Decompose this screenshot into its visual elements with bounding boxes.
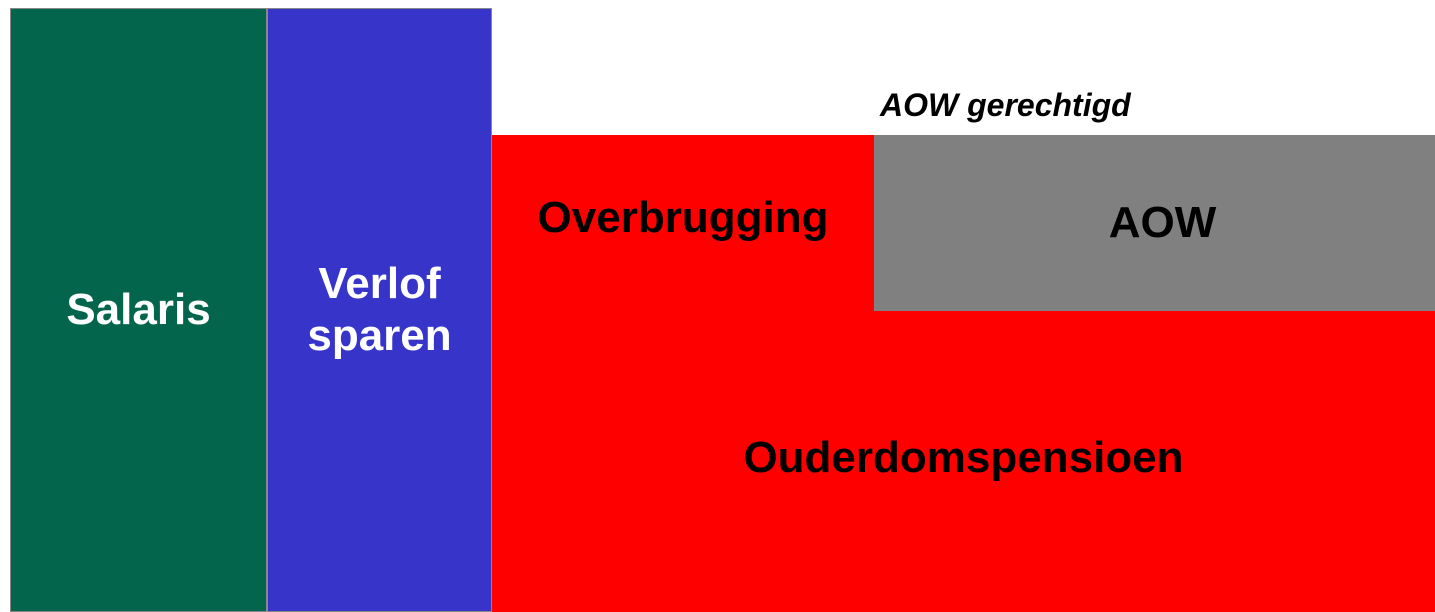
- verlof-block: Verlof sparen: [267, 8, 492, 612]
- overbrugging-label: Overbrugging: [537, 193, 829, 242]
- salaris-block: Salaris: [10, 8, 267, 612]
- salaris-label: Salaris: [66, 285, 211, 334]
- ouderdomspensioen-label: Ouderdomspensioen: [743, 432, 1184, 482]
- verlof-label: Verlof: [318, 259, 441, 308]
- verlof-label: sparen: [307, 311, 452, 360]
- aow-gerechtigd-text: AOW gerechtigd: [880, 86, 1131, 123]
- aow-gerechtigd-label: AOW gerechtigd: [492, 80, 1435, 130]
- ouderdomspensioen-block: Ouderdomspensioen: [492, 311, 1435, 612]
- aow-label: AOW: [1108, 198, 1217, 247]
- aow-block: AOW: [874, 135, 1435, 311]
- overbrugging-block: Overbrugging: [492, 135, 874, 311]
